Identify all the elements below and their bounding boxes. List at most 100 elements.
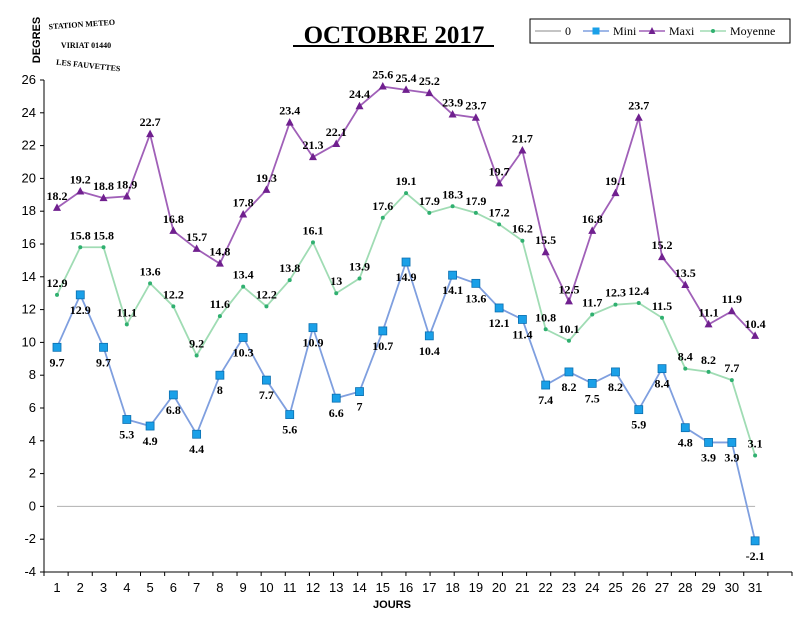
- y-tick-label: 6: [29, 400, 36, 415]
- point-maxi: [704, 319, 713, 328]
- point-maxi: [53, 203, 61, 211]
- point-mini: [285, 410, 295, 419]
- data-label-maxi: 18.8: [93, 179, 114, 193]
- point-moyenne: [729, 378, 734, 383]
- data-label-maxi: 19.7: [489, 164, 510, 178]
- point-moyenne: [590, 312, 595, 317]
- x-tick-label: 8: [216, 580, 223, 595]
- point-moyenne: [660, 315, 665, 320]
- point-moyenne: [450, 204, 455, 209]
- x-tick-label: 4: [123, 580, 130, 595]
- data-label-moyenne: 11.5: [652, 299, 672, 313]
- stamp-line3: LES FAUVETTES: [56, 58, 122, 74]
- x-tick-label: 28: [678, 580, 692, 595]
- point-moyenne: [613, 302, 618, 307]
- data-label-maxi: 23.9: [442, 95, 463, 109]
- point-moyenne: [55, 292, 59, 297]
- data-label-mini: 3.9: [724, 450, 739, 464]
- point-moyenne: [194, 353, 199, 358]
- data-label-mini: 7.7: [259, 388, 274, 402]
- series-layer: [52, 82, 760, 546]
- data-label-maxi: 22.7: [140, 115, 161, 129]
- legend-marker-maxi: [648, 27, 656, 34]
- data-label-maxi: 14.8: [209, 245, 230, 259]
- point-mini: [262, 375, 271, 385]
- point-mini: [424, 331, 434, 341]
- data-label-mini: 8: [217, 383, 223, 397]
- point-moyenne: [78, 245, 83, 250]
- point-mini: [704, 438, 713, 447]
- x-tick-label: 23: [562, 580, 576, 595]
- data-label-mini: 7: [357, 400, 363, 414]
- point-moyenne: [636, 301, 641, 306]
- y-tick-label: 16: [22, 236, 36, 251]
- data-label-mini: 9.7: [50, 355, 65, 369]
- legend-items: 0 Mini Maxi Moyenne: [535, 24, 775, 38]
- point-moyenne: [334, 291, 339, 296]
- point-maxi: [308, 152, 317, 161]
- data-label-moyenne: 17.2: [489, 205, 510, 219]
- x-tick-label: 15: [376, 580, 390, 595]
- data-label-maxi: 19.3: [256, 171, 277, 185]
- y-tick-label: 18: [22, 203, 36, 218]
- data-label-mini: 10.7: [372, 339, 393, 353]
- data-label-maxi: 15.5: [535, 233, 556, 247]
- data-label-maxi: 15.7: [186, 230, 207, 244]
- data-label-moyenne: 11.1: [117, 305, 137, 319]
- y-tick-label: 14: [22, 269, 36, 284]
- point-moyenne: [171, 304, 176, 309]
- point-mini: [238, 333, 248, 342]
- point-mini: [99, 342, 108, 352]
- point-mini: [168, 390, 178, 400]
- data-label-moyenne: 13: [330, 274, 342, 288]
- data-label-moyenne: 16.1: [302, 223, 323, 237]
- data-label-moyenne: 12.4: [628, 284, 649, 298]
- data-label-maxi: 19.2: [70, 173, 91, 187]
- legend-label-mini: Mini: [613, 24, 637, 38]
- data-label-maxi: 13.5: [675, 266, 696, 280]
- point-maxi: [588, 226, 597, 234]
- data-label-maxi: 25.4: [396, 71, 417, 85]
- data-label-mini: 4.8: [678, 436, 693, 450]
- point-mini: [308, 323, 318, 333]
- x-ticks: 1 2 3 4 5 6 7 8 9 10 11 12 13 14 15 16 17 18 19 20 21 22 23 24 2…: [43, 572, 793, 595]
- point-moyenne: [497, 222, 502, 227]
- point-mini: [611, 367, 620, 377]
- point-mini: [564, 367, 574, 377]
- data-label-maxi: 15.2: [652, 238, 673, 252]
- data-label-maxi: 16.8: [582, 212, 603, 226]
- x-tick-label: 26: [632, 580, 646, 595]
- point-maxi: [425, 88, 434, 97]
- data-label-moyenne: 12.3: [605, 286, 626, 300]
- x-tick-label: 20: [492, 580, 506, 595]
- data-label-mini: 10.4: [419, 344, 440, 358]
- x-tick-label: 3: [100, 580, 107, 595]
- x-tick-label: 19: [469, 580, 483, 595]
- x-tick-label: 9: [240, 580, 247, 595]
- data-label-moyenne: 17.9: [419, 194, 440, 208]
- y-axis-title: DEGRES: [31, 17, 43, 63]
- point-mini: [192, 429, 202, 439]
- data-label-maxi: 16.8: [163, 212, 184, 226]
- data-label-mini: 9.7: [96, 355, 111, 369]
- data-label-mini: 14.1: [442, 283, 463, 297]
- data-label-moyenne: 13.9: [349, 259, 370, 273]
- x-tick-label: 16: [399, 580, 413, 595]
- point-moyenne: [148, 281, 153, 286]
- x-tick-label: 12: [306, 580, 320, 595]
- point-maxi: [564, 296, 573, 305]
- data-label-moyenne: 8.4: [678, 350, 693, 364]
- data-label-mini: 8.4: [655, 377, 670, 391]
- x-tick-label: 5: [146, 580, 153, 595]
- data-label-mini: -2.1: [746, 549, 765, 563]
- data-label-maxi: 11.9: [722, 292, 742, 306]
- point-moyenne: [310, 240, 315, 245]
- point-mini: [378, 326, 388, 336]
- data-label-maxi: 24.4: [349, 87, 370, 101]
- point-moyenne: [566, 338, 571, 343]
- point-mini: [122, 415, 132, 424]
- y-tick-label: 8: [29, 367, 36, 382]
- data-label-mini: 11.4: [512, 327, 532, 341]
- point-moyenne: [287, 278, 292, 283]
- data-label-moyenne: 18.3: [442, 187, 463, 201]
